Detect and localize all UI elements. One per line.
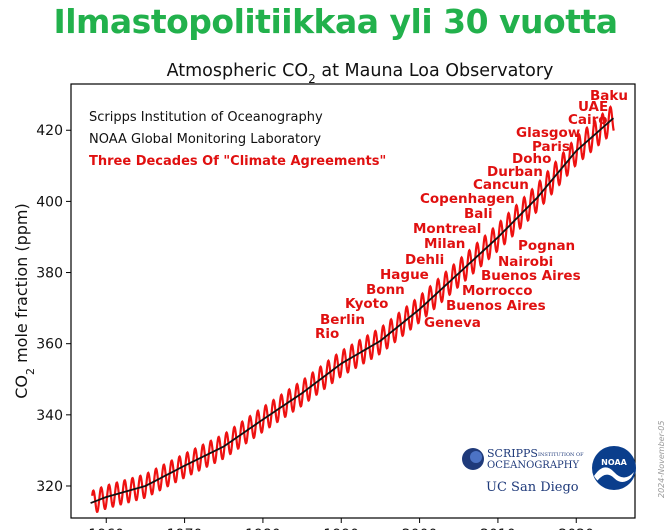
x-tick-label: 1960 — [88, 527, 124, 530]
scripps-emblem-inner — [470, 451, 482, 463]
conference-label: UAE — [578, 99, 608, 115]
x-tick-label: 1980 — [245, 527, 281, 530]
conference-label: Dehli — [405, 252, 444, 268]
conference-label: Glasgow — [516, 125, 580, 141]
x-tick-label: 1990 — [323, 527, 359, 530]
y-axis-label: CO2 mole fraction (ppm) — [12, 203, 37, 399]
conference-label: Doho — [512, 151, 551, 167]
date-watermark: 2024-November-05 — [657, 421, 666, 499]
y-tick-label: 420 — [36, 123, 63, 139]
conference-label: Milan — [424, 236, 465, 252]
ucsd-logo: UC San Diego — [486, 480, 579, 495]
conference-label: Paris — [532, 139, 570, 155]
conference-label: Geneva — [424, 315, 481, 331]
co2-chart: Atmospheric CO2 at Mauna Loa Observatory… — [12, 61, 666, 530]
y-tick-label: 360 — [36, 337, 63, 353]
noaa-wave-inner — [597, 474, 631, 490]
conference-label: Copenhagen — [420, 191, 515, 207]
conference-label: Nairobi — [498, 254, 553, 270]
conference-label: Pognan — [518, 238, 575, 254]
conference-label: Durban — [487, 164, 543, 180]
x-tick-label: 2000 — [402, 527, 438, 530]
y-label-sub: 2 — [24, 368, 37, 375]
scripps-sub-wordmark: INSTITUTION OF — [538, 452, 584, 458]
conference-label: Montreal — [413, 221, 481, 237]
noaa-logo: NOAA — [592, 446, 636, 490]
noaa-wordmark: NOAA — [601, 458, 627, 467]
conference-label: Morrocco — [462, 283, 533, 299]
conference-label: Berlin — [320, 312, 365, 328]
chart-title-part: at Mauna Loa Observatory — [316, 61, 554, 81]
scripps-ocean-wordmark: OCEANOGRAPHY — [487, 460, 580, 471]
x-tick-label: 2020 — [558, 527, 594, 530]
x-axis-ticks: 1960 1970 1980 1990 2000 2010 2020 — [88, 518, 594, 530]
conference-label: Baku — [590, 88, 628, 104]
plot-frame — [70, 83, 636, 519]
conference-annotations: BakuUAECairoGlasgowParisDohoDurbanCancun… — [315, 88, 628, 342]
y-label-part: CO — [12, 375, 31, 399]
chart-title: Atmospheric CO2 at Mauna Loa Observatory — [167, 61, 554, 86]
conference-label: Hague — [380, 267, 429, 283]
conference-label: Buenos Aires — [481, 268, 581, 284]
x-tick-label: 2010 — [480, 527, 516, 530]
chart-title-sub: 2 — [308, 72, 316, 86]
trend-co2-line — [90, 117, 615, 504]
monthly-co2-line — [91, 105, 615, 514]
credit-noaa: NOAA Global Monitoring Laboratory — [89, 132, 321, 147]
scripps-wordmark: SCRIPPS — [487, 447, 538, 460]
red-subtitle: Three Decades Of "Climate Agreements" — [89, 154, 386, 169]
page-headline: Ilmastopolitiikkaa yli 30 vuotta — [53, 2, 618, 41]
conference-label: Kyoto — [345, 296, 388, 312]
y-axis-ticks: 320 340 360 380 400 420 — [36, 123, 71, 495]
conference-label: Buenos Aires — [446, 298, 546, 314]
credit-scripps: Scripps Institution of Oceanography — [89, 110, 323, 125]
conference-label: Bali — [464, 206, 493, 222]
co2-series — [90, 105, 615, 514]
conference-label: Rio — [315, 326, 339, 342]
x-tick-label: 1970 — [167, 527, 203, 530]
y-tick-label: 320 — [36, 479, 63, 495]
conference-label: Cancun — [473, 177, 529, 193]
chart-title-part: Atmospheric CO — [167, 61, 309, 81]
y-label-part: mole fraction (ppm) — [12, 203, 31, 368]
conference-label: Bonn — [366, 282, 405, 298]
conference-label: Cairo — [568, 112, 608, 128]
y-tick-label: 340 — [36, 408, 63, 424]
y-tick-label: 380 — [36, 266, 63, 282]
y-tick-label: 400 — [36, 194, 63, 210]
scripps-logo: SCRIPPS INSTITUTION OF OCEANOGRAPHY — [462, 447, 584, 471]
